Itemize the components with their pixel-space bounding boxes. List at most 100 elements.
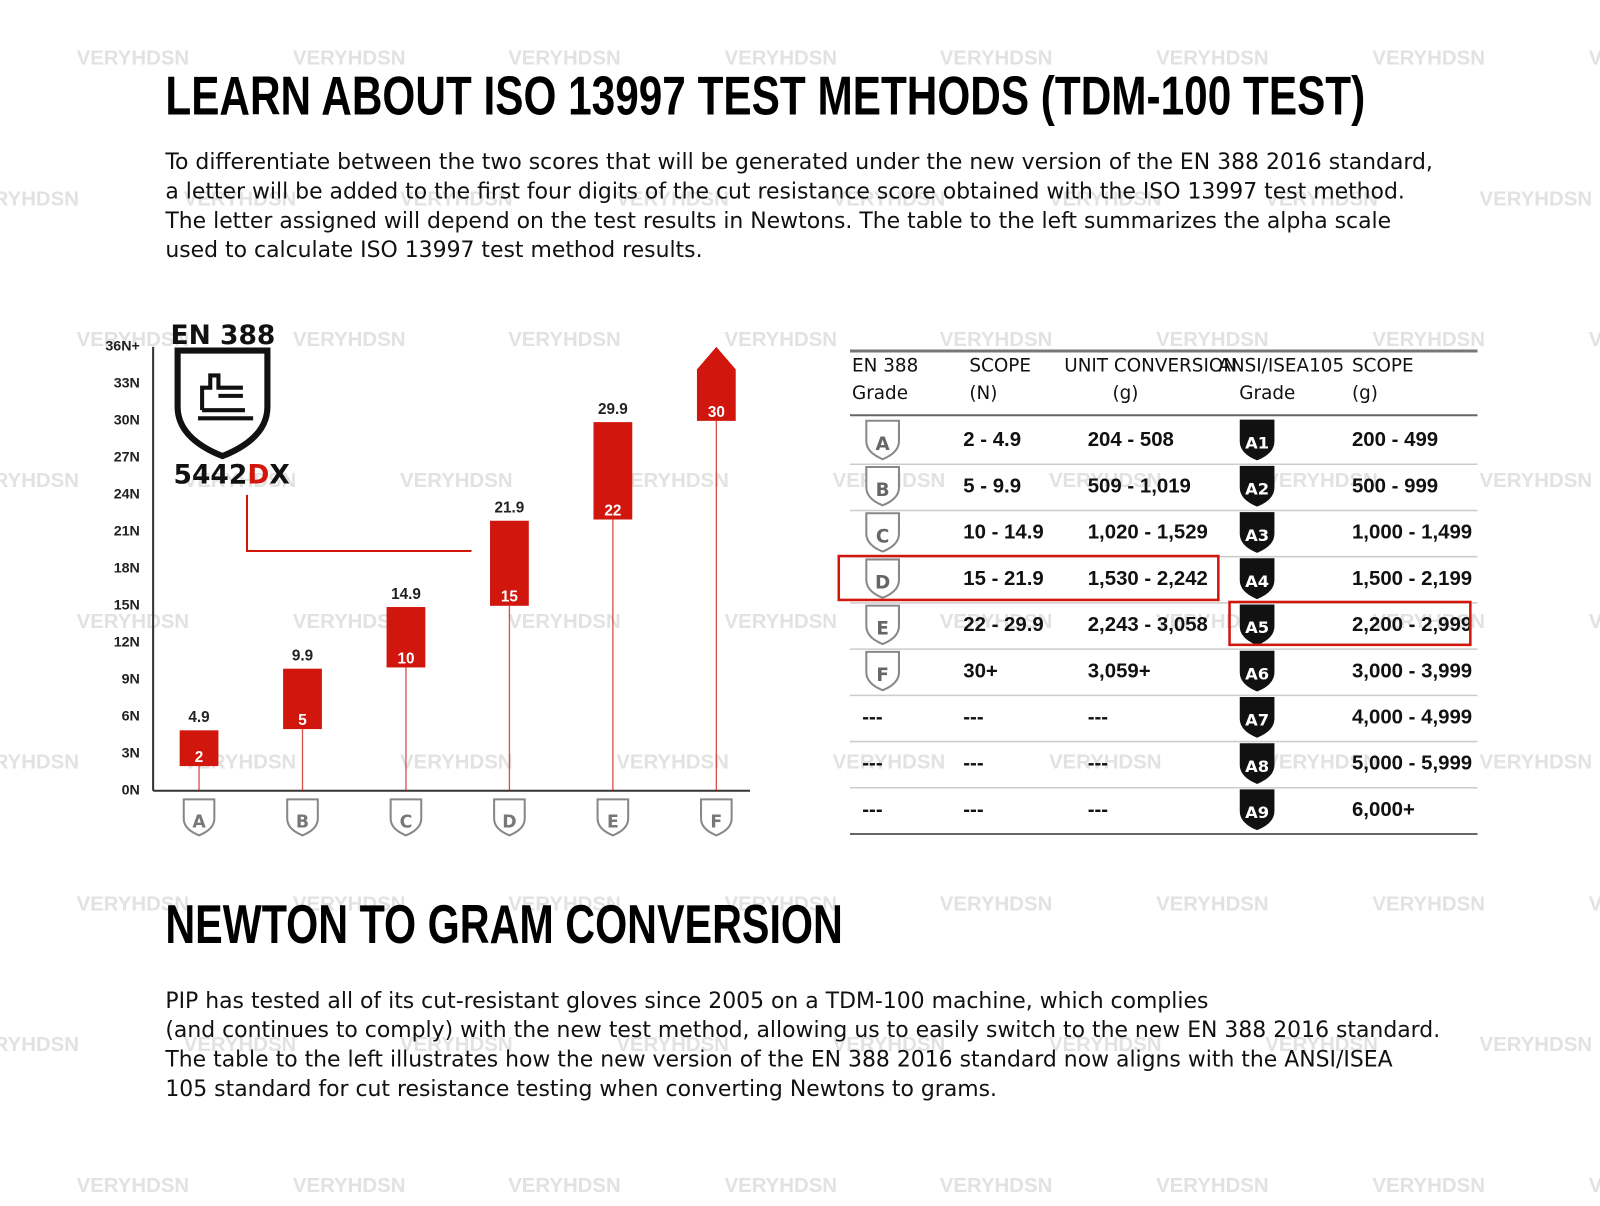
- watermark: VERYHDSN: [293, 611, 406, 633]
- header-text: SCOPE: [1352, 355, 1414, 376]
- watermark: VERYHDSN: [0, 470, 79, 492]
- badge-shield: [174, 347, 271, 460]
- ansi-shield: [1239, 650, 1275, 692]
- cell: 2,200 - 2,999: [1352, 614, 1472, 636]
- ansi-shield: [1239, 419, 1275, 461]
- cell: A7: [1245, 711, 1269, 730]
- watermark: VERYHDSN: [508, 48, 621, 70]
- watermark: VERYHDSN: [1372, 611, 1485, 633]
- header-text: (g): [1352, 383, 1378, 404]
- highlight-box: [837, 554, 1220, 602]
- y-tick-label: 21N: [114, 524, 140, 540]
- ansi-shield: [1239, 696, 1275, 738]
- watermark: VERYHDSN: [77, 329, 190, 351]
- watermark: VERYHDSN: [1372, 1175, 1485, 1197]
- header-text: (g): [1112, 383, 1138, 404]
- watermark: VERYHDSN: [0, 188, 79, 210]
- header-text: UNIT CONVERSION: [1064, 355, 1237, 376]
- watermark: VERYHDSN: [508, 893, 621, 915]
- watermark: VERYHDSN: [400, 188, 513, 210]
- cell: A4: [1245, 572, 1269, 591]
- watermark: VERYHDSN: [1265, 1034, 1378, 1056]
- cell: 2 - 4.9: [963, 429, 1021, 451]
- watermark: VERYHDSN: [293, 329, 406, 351]
- ansi-shield: [1239, 558, 1275, 600]
- header-text: (N): [969, 383, 997, 404]
- y-tick-label: 27N: [114, 450, 140, 466]
- cell: 509 - 1,019: [1088, 475, 1191, 497]
- grade-shield: [596, 798, 630, 837]
- watermark: VERYHDSN: [724, 611, 837, 633]
- cell: ---: [963, 706, 983, 728]
- cell: 3,059+: [1088, 660, 1151, 682]
- watermark: VERYHDSN: [184, 188, 297, 210]
- watermark: VERYHDSN: [1480, 1034, 1593, 1056]
- watermark: VERYHDSN: [940, 611, 1053, 633]
- watermark: VERYHDSN: [1156, 1175, 1269, 1197]
- ansi-shield: [1239, 604, 1275, 646]
- watermark: VERYHDSN: [77, 48, 190, 70]
- cell: 15 - 21.9: [963, 568, 1044, 590]
- cell: E: [876, 619, 889, 640]
- watermark: VERYHDSN: [508, 1175, 621, 1197]
- watermark: VERYHDSN: [940, 1175, 1053, 1197]
- watermark: VERYHDSN: [724, 329, 837, 351]
- ansi-shield: [1239, 789, 1275, 831]
- range-bar: [490, 520, 529, 606]
- cell: 5,000 - 5,999: [1352, 753, 1472, 775]
- cell: ---: [862, 706, 882, 728]
- cell: 1,500 - 2,199: [1352, 568, 1472, 590]
- y-tick-label: 15N: [114, 598, 140, 614]
- cell: D: [875, 573, 890, 594]
- paragraph-line: a letter will be added to the first four…: [165, 180, 1405, 205]
- grade-shield: [865, 604, 900, 646]
- grade-shield: [865, 465, 900, 507]
- cell: A9: [1245, 803, 1269, 822]
- watermark: VERYHDSN: [1589, 48, 1600, 70]
- cell: 4,000 - 4,999: [1352, 706, 1472, 728]
- cell: A5: [1245, 618, 1269, 637]
- cell: A3: [1245, 526, 1269, 545]
- watermark: VERYHDSN: [616, 470, 729, 492]
- paragraph-line: To differentiate between the two scores …: [164, 150, 1433, 175]
- range-bar: [179, 730, 219, 767]
- cell: 3,000 - 3,999: [1352, 660, 1472, 682]
- cell: 10 - 14.9: [963, 522, 1044, 544]
- watermark: VERYHDSN: [616, 1034, 729, 1056]
- grade-shield: [865, 512, 900, 553]
- x-tick-label: B: [296, 812, 309, 832]
- watermark: VERYHDSN: [940, 48, 1053, 70]
- grade-shield: [182, 798, 216, 837]
- watermark: VERYHDSN: [724, 48, 837, 70]
- header-text: ANSI/ISEA105: [1218, 355, 1344, 376]
- watermark: VERYHDSN: [833, 752, 946, 774]
- watermark: VERYHDSN: [1372, 893, 1485, 915]
- cell: ---: [963, 753, 983, 775]
- watermark: VERYHDSN: [1589, 329, 1600, 351]
- watermark: VERYHDSN: [293, 1175, 406, 1197]
- watermarks: VERYHDSN VERYHDSN VERYHDSN VERYHDSN VERYHDSN…: [0, 48, 1600, 1197]
- watermark: VERYHDSN: [1156, 329, 1269, 351]
- watermark: VERYHDSN: [508, 611, 621, 633]
- watermark: VERYHDSN: [616, 752, 729, 774]
- watermark: VERYHDSN: [293, 48, 406, 70]
- cell: B: [876, 480, 890, 501]
- watermark: VERYHDSN: [508, 329, 621, 351]
- range-bar: [593, 422, 633, 520]
- cell: 22 - 29.9: [963, 614, 1044, 636]
- cell: ---: [1088, 706, 1108, 728]
- intro-paragraph: To differentiate between the two scores …: [164, 150, 1433, 263]
- range-bar: [696, 346, 736, 421]
- watermark: VERYHDSN: [77, 611, 190, 633]
- high-label: 21.9: [495, 500, 525, 517]
- y-tick-label: 12N: [114, 635, 140, 651]
- low-label: 5: [298, 712, 307, 729]
- cell: F: [876, 665, 889, 686]
- y-tick-label: 30N: [114, 413, 140, 429]
- cell: ---: [963, 799, 983, 821]
- grade-shield: [865, 650, 900, 692]
- watermark: VERYHDSN: [184, 470, 297, 492]
- y-tick-label: 33N: [114, 376, 140, 392]
- header-text: SCOPE: [969, 355, 1031, 376]
- watermark: VERYHDSN: [0, 1034, 79, 1056]
